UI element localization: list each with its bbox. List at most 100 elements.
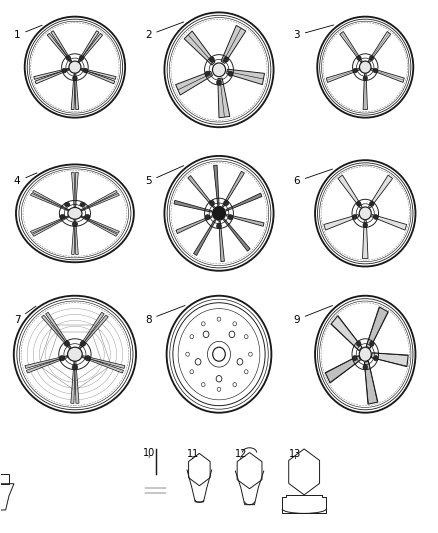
Polygon shape xyxy=(371,214,407,230)
Polygon shape xyxy=(71,219,75,254)
Ellipse shape xyxy=(201,383,205,386)
Polygon shape xyxy=(75,74,79,110)
Ellipse shape xyxy=(353,215,357,220)
Ellipse shape xyxy=(64,203,70,207)
Polygon shape xyxy=(30,216,69,233)
Polygon shape xyxy=(32,216,69,236)
Polygon shape xyxy=(226,214,264,227)
Polygon shape xyxy=(226,69,265,85)
Polygon shape xyxy=(218,78,230,118)
Polygon shape xyxy=(223,171,244,207)
Ellipse shape xyxy=(72,222,78,227)
Ellipse shape xyxy=(217,317,221,321)
Polygon shape xyxy=(82,356,125,368)
Ellipse shape xyxy=(357,56,361,60)
Polygon shape xyxy=(35,69,69,84)
Polygon shape xyxy=(371,353,408,367)
Polygon shape xyxy=(363,221,368,259)
Polygon shape xyxy=(368,175,392,208)
Ellipse shape xyxy=(62,68,67,73)
Ellipse shape xyxy=(370,341,374,346)
Polygon shape xyxy=(364,361,378,404)
Polygon shape xyxy=(81,193,120,211)
Text: 2: 2 xyxy=(145,22,184,41)
Ellipse shape xyxy=(216,80,222,85)
Ellipse shape xyxy=(190,370,194,374)
Polygon shape xyxy=(371,68,404,83)
Ellipse shape xyxy=(216,376,222,382)
Polygon shape xyxy=(81,216,117,236)
Ellipse shape xyxy=(228,215,233,220)
Polygon shape xyxy=(79,315,108,349)
Polygon shape xyxy=(326,68,360,83)
Ellipse shape xyxy=(357,341,361,346)
Ellipse shape xyxy=(195,359,201,365)
Polygon shape xyxy=(219,221,224,262)
Polygon shape xyxy=(174,200,212,212)
Polygon shape xyxy=(71,172,75,207)
Polygon shape xyxy=(184,31,215,65)
Text: 9: 9 xyxy=(293,305,332,325)
Ellipse shape xyxy=(68,207,82,219)
Ellipse shape xyxy=(205,71,210,76)
Polygon shape xyxy=(176,71,212,95)
Polygon shape xyxy=(366,307,389,349)
Ellipse shape xyxy=(244,335,248,338)
Text: 12: 12 xyxy=(235,449,247,459)
Polygon shape xyxy=(325,356,360,383)
Polygon shape xyxy=(81,356,124,373)
Ellipse shape xyxy=(212,206,226,220)
Ellipse shape xyxy=(73,76,77,80)
Ellipse shape xyxy=(353,356,357,361)
Polygon shape xyxy=(71,361,75,403)
Polygon shape xyxy=(25,356,68,368)
Ellipse shape xyxy=(228,71,233,76)
Ellipse shape xyxy=(64,341,70,346)
Ellipse shape xyxy=(59,356,65,361)
Ellipse shape xyxy=(203,331,209,337)
Text: 7: 7 xyxy=(14,306,36,325)
Polygon shape xyxy=(226,193,262,211)
Polygon shape xyxy=(32,190,69,211)
Text: 4: 4 xyxy=(14,173,37,187)
Ellipse shape xyxy=(67,347,82,361)
Polygon shape xyxy=(176,216,212,233)
Text: 11: 11 xyxy=(187,449,199,459)
Polygon shape xyxy=(42,315,71,349)
Ellipse shape xyxy=(205,215,210,220)
Ellipse shape xyxy=(363,76,367,80)
Ellipse shape xyxy=(233,383,237,386)
Ellipse shape xyxy=(360,61,371,73)
Ellipse shape xyxy=(363,365,367,370)
Polygon shape xyxy=(324,214,359,230)
Ellipse shape xyxy=(374,215,378,220)
Ellipse shape xyxy=(224,200,229,206)
Ellipse shape xyxy=(217,387,221,391)
Polygon shape xyxy=(74,361,79,403)
Ellipse shape xyxy=(69,61,81,73)
Polygon shape xyxy=(368,31,391,62)
Text: 10: 10 xyxy=(143,448,155,458)
Ellipse shape xyxy=(80,203,85,207)
Polygon shape xyxy=(221,26,246,63)
Polygon shape xyxy=(81,68,116,79)
Ellipse shape xyxy=(249,352,252,356)
Ellipse shape xyxy=(244,370,248,374)
Polygon shape xyxy=(81,216,120,233)
Polygon shape xyxy=(194,220,215,255)
Ellipse shape xyxy=(85,356,91,361)
Ellipse shape xyxy=(209,200,214,206)
Ellipse shape xyxy=(80,341,86,346)
Ellipse shape xyxy=(369,56,374,60)
Ellipse shape xyxy=(201,322,205,326)
Polygon shape xyxy=(71,74,75,110)
Ellipse shape xyxy=(72,365,78,370)
Polygon shape xyxy=(26,356,68,373)
Ellipse shape xyxy=(357,201,361,206)
Ellipse shape xyxy=(85,214,90,219)
Ellipse shape xyxy=(212,63,226,77)
Polygon shape xyxy=(46,312,71,349)
Ellipse shape xyxy=(363,223,367,228)
Ellipse shape xyxy=(370,201,374,206)
Polygon shape xyxy=(81,69,115,84)
